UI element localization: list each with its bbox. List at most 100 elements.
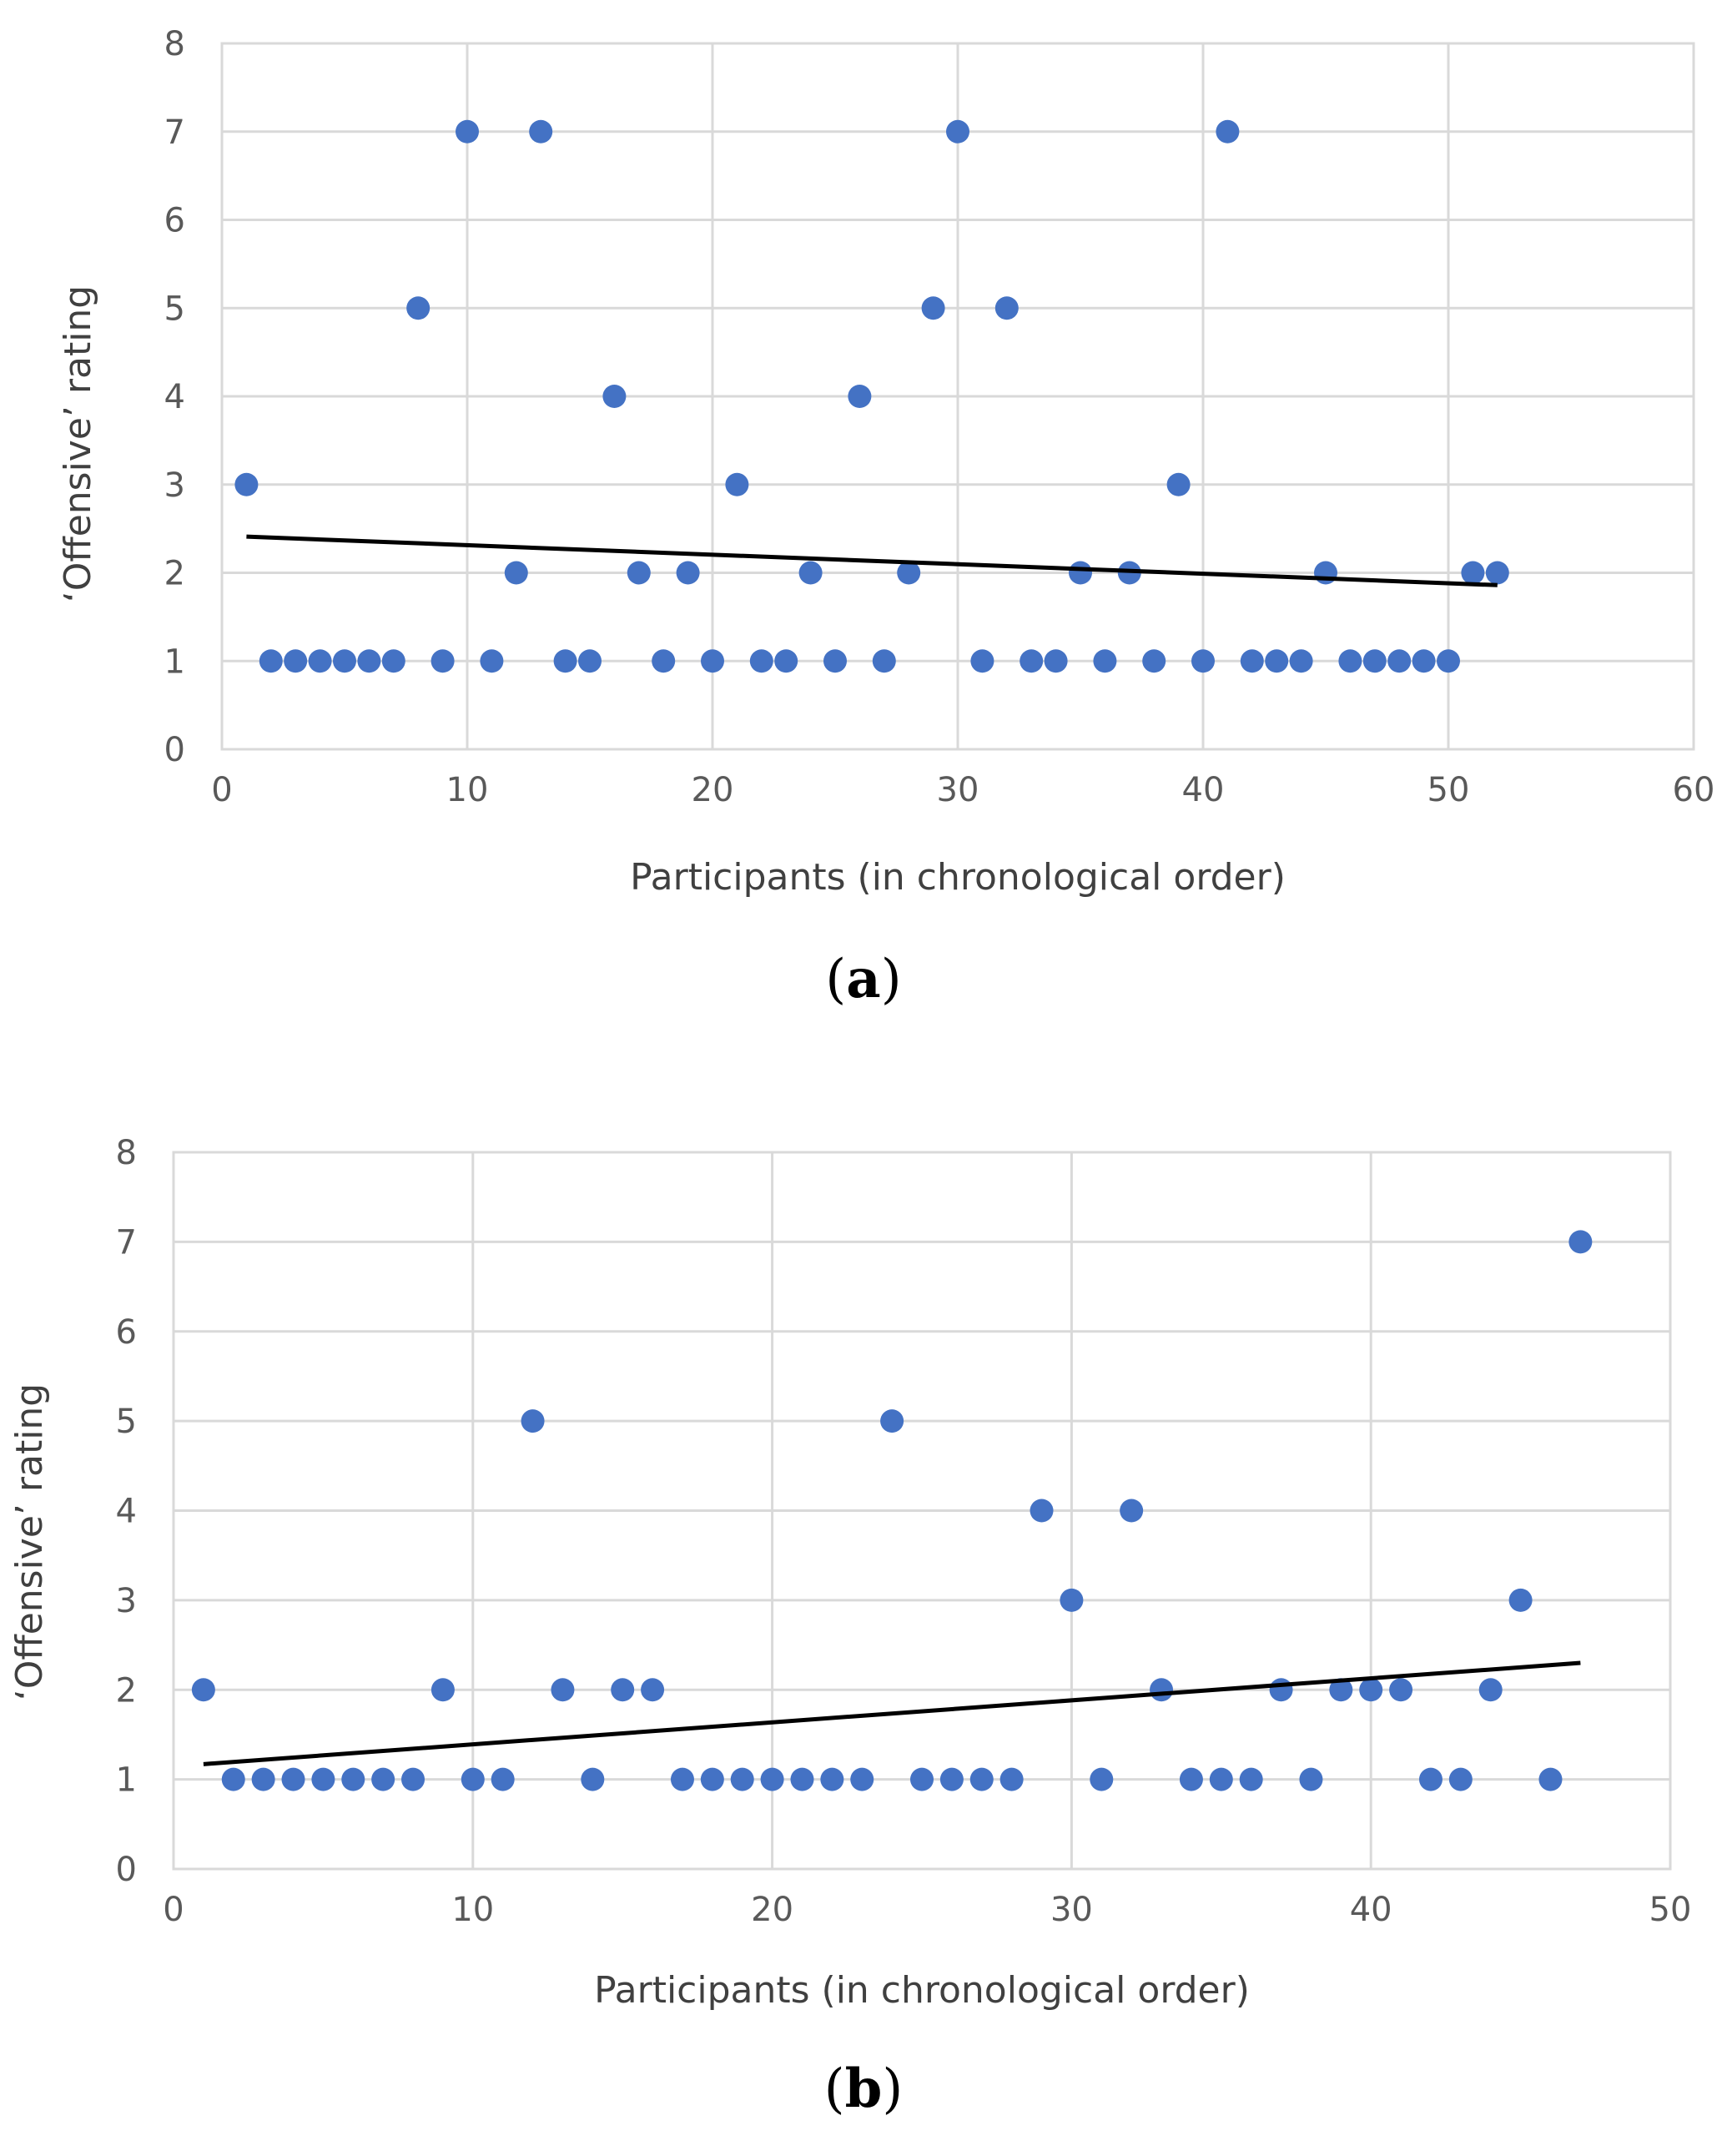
data-point	[1412, 649, 1436, 673]
data-point	[1191, 649, 1215, 673]
data-point	[1142, 649, 1166, 673]
data-point	[1120, 1499, 1144, 1523]
plot-area	[220, 42, 1695, 751]
data-point	[333, 649, 356, 673]
y-tick-label: 7	[164, 113, 185, 152]
data-point	[774, 649, 798, 673]
data-point	[999, 1767, 1024, 1791]
data-point	[921, 296, 945, 320]
data-point	[553, 649, 577, 673]
y-tick-label: 4	[164, 378, 185, 416]
chart-panel-a: 0 1 2 3 4 5 6 7 8 0 10 20 30 40 50 60 Participants (in c…	[57, 25, 1714, 1010]
data-point	[284, 649, 308, 673]
x-tick-label: 40	[1350, 1891, 1392, 1929]
trendline	[203, 1660, 1581, 1766]
data-point	[641, 1678, 665, 1702]
data-point	[406, 296, 430, 320]
data-point	[371, 1767, 395, 1791]
data-point	[1485, 561, 1509, 585]
data-point	[798, 561, 823, 585]
trendline	[246, 534, 1498, 587]
data-point	[1239, 1767, 1263, 1791]
data-point	[578, 649, 602, 673]
data-point	[381, 649, 405, 673]
data-point	[1179, 1767, 1203, 1791]
x-tick-label: 20	[751, 1891, 793, 1929]
x-tick-label: 10	[451, 1891, 494, 1929]
data-point	[1216, 119, 1240, 144]
data-point	[1478, 1678, 1503, 1702]
x-tick-label: 10	[446, 771, 489, 809]
data-point	[1508, 1588, 1533, 1612]
plot-area	[172, 1151, 1672, 1871]
x-tick-label: 40	[1182, 771, 1225, 809]
x-tick-label: 30	[1050, 1891, 1093, 1929]
data-point	[430, 1678, 455, 1702]
x-tick-label: 50	[1649, 1891, 1692, 1929]
data-point	[1265, 649, 1289, 673]
data-point	[521, 1409, 545, 1433]
data-point	[1090, 1767, 1114, 1791]
y-tick-label: 1	[116, 1761, 137, 1800]
y-tick-label: 3	[164, 466, 185, 505]
data-point	[1338, 649, 1362, 673]
data-point	[701, 649, 724, 673]
data-point	[652, 649, 676, 673]
data-point	[1044, 649, 1068, 673]
data-point	[1030, 1499, 1054, 1523]
data-point	[872, 649, 896, 673]
data-point	[221, 1767, 245, 1791]
y-tick-label: 5	[116, 1403, 137, 1441]
data-point	[308, 649, 332, 673]
y-axis-title: ‘Offensive’ rating	[57, 285, 99, 602]
data-point	[311, 1767, 335, 1791]
data-point	[1448, 1767, 1473, 1791]
x-tick-label: 0	[211, 771, 232, 809]
data-point	[1240, 649, 1264, 673]
data-point	[823, 649, 847, 673]
data-point	[456, 119, 479, 144]
data-point	[910, 1767, 934, 1791]
chart-panel-b: 0 1 2 3 4 5 6 7 8 0 10 20 30 40 50 Participants (in chr…	[8, 1134, 1691, 2120]
data-point	[491, 1767, 515, 1791]
x-tick-label: 20	[692, 771, 734, 809]
y-tick-label: 8	[116, 1134, 137, 1172]
x-axis-title: Participants (in chronological order)	[594, 1969, 1250, 2012]
data-point	[551, 1678, 575, 1702]
data-point	[970, 649, 994, 673]
x-axis-title: Participants (in chronological order)	[630, 856, 1286, 899]
data-point	[1269, 1678, 1293, 1702]
data-point	[994, 296, 1019, 320]
data-point	[281, 1767, 305, 1791]
y-tick-label: 2	[164, 555, 185, 593]
data-point	[1299, 1767, 1323, 1791]
y-tick-label: 6	[164, 202, 185, 240]
data-point	[461, 1767, 485, 1791]
y-tick-label: 2	[116, 1671, 137, 1710]
data-point	[357, 649, 381, 673]
data-point	[627, 561, 651, 585]
data-point	[1418, 1767, 1443, 1791]
y-tick-label: 8	[164, 25, 185, 63]
y-tick-label: 3	[116, 1582, 137, 1620]
data-point	[946, 119, 969, 144]
data-point	[1069, 561, 1092, 585]
data-point	[820, 1767, 844, 1791]
data-point	[1020, 649, 1044, 673]
data-point	[1359, 1678, 1383, 1702]
data-point	[1387, 649, 1412, 673]
data-point	[341, 1767, 365, 1791]
data-point	[1437, 649, 1460, 673]
data-point	[401, 1767, 425, 1791]
data-point	[1362, 649, 1387, 673]
data-point	[1060, 1588, 1084, 1612]
y-tick-label: 7	[116, 1223, 137, 1262]
data-point	[730, 1767, 754, 1791]
data-point	[848, 385, 872, 408]
data-point	[1289, 649, 1313, 673]
data-point	[430, 649, 455, 673]
data-point	[790, 1767, 814, 1791]
y-tick-label: 0	[116, 1851, 137, 1889]
data-point	[1461, 561, 1485, 585]
